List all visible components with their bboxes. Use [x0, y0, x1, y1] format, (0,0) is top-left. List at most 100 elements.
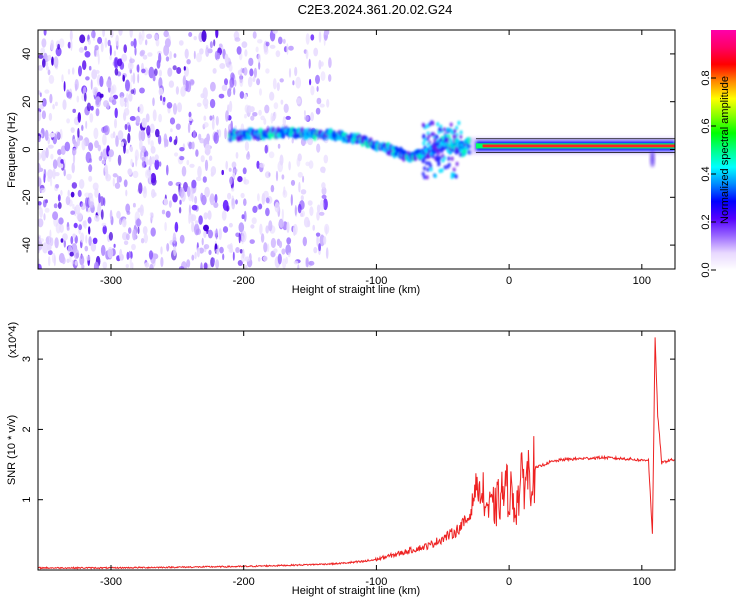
spectrogram-blob	[76, 212, 83, 221]
spectrogram-blob	[112, 177, 115, 187]
spectrogram-blob	[38, 111, 42, 122]
spectrogram-blob	[126, 251, 130, 260]
spectrogram-blob	[255, 46, 259, 53]
spectrogram-blob	[261, 193, 266, 205]
spectrogram-blob	[321, 182, 326, 190]
spectrogram-blob	[114, 68, 119, 76]
spectrogram-blob	[232, 251, 235, 261]
spectrogram-blob	[239, 73, 243, 84]
spectrogram-blob	[247, 76, 253, 88]
spectrogram-blob	[163, 30, 169, 38]
spectrogram-blob	[229, 100, 233, 113]
spectrogram-blob	[38, 177, 42, 187]
spectrogram-blob	[42, 199, 47, 208]
ridge-blob	[422, 141, 426, 146]
spectrogram-blob	[244, 113, 247, 119]
spectrogram-blob	[302, 175, 305, 183]
spectrogram-blob	[60, 145, 66, 155]
spectrogram-blob	[149, 123, 155, 134]
spectrogram-blob	[125, 92, 129, 104]
spectrogram-blob	[138, 31, 142, 40]
spectrogram-blob	[117, 58, 123, 67]
spectrogram-blob	[248, 57, 254, 67]
spectrogram-blob	[263, 242, 268, 253]
spectrogram-blob	[189, 163, 195, 168]
spectrogram-blob	[325, 247, 329, 259]
spectrogram-blob	[138, 182, 143, 194]
ridge-blob	[459, 152, 463, 157]
spectrogram-blob	[52, 103, 55, 110]
spectrogram-blob	[94, 44, 99, 51]
spectrogram-blob	[231, 161, 237, 169]
spectrogram-blob	[50, 237, 54, 247]
spectrogram-blob	[41, 110, 47, 120]
spectrogram-blob	[167, 67, 173, 77]
spectrogram-blob	[51, 252, 56, 264]
ridge-blob	[422, 134, 426, 140]
spectrogram-blob	[286, 43, 289, 55]
spectrogram-blob	[72, 108, 76, 113]
spectrogram-blob	[228, 222, 233, 228]
spectrogram-blob	[188, 141, 193, 150]
spectrogram-blob	[222, 226, 229, 233]
spectrogram-blob	[127, 61, 134, 70]
ridge-blob	[435, 157, 439, 163]
spectrogram-blob	[72, 203, 75, 210]
spectrogram-blob	[296, 157, 301, 167]
spectrogram-blob	[164, 38, 171, 48]
spectrogram-blob	[230, 72, 235, 81]
spectrogram-blob	[280, 99, 284, 105]
spectrogram-blob	[300, 195, 304, 201]
spectrogram-blob	[57, 202, 62, 209]
spectrogram-blob	[169, 136, 173, 143]
spectrogram-blob	[305, 33, 310, 45]
spectrogram-blob	[318, 211, 325, 216]
spectrogram-blob	[307, 138, 313, 146]
spectrogram-blob	[98, 155, 103, 162]
spectrogram-blob	[78, 65, 82, 77]
snr-x-tick-label: 100	[633, 576, 651, 588]
spectrogram-blob	[282, 116, 286, 127]
colorbar-ticks: 0.0 0.2 0.4 0.6 0.8	[700, 70, 716, 278]
spectrogram-blob	[115, 34, 119, 47]
ridge-blob	[449, 138, 453, 143]
spectrogram-blob	[152, 74, 156, 82]
spectrogram-blob	[178, 266, 185, 269]
spectrogram-blob	[316, 97, 322, 105]
spectrogram-blob	[152, 253, 159, 260]
spectrogram-blob	[252, 205, 258, 213]
spectrogram-blob	[158, 161, 162, 167]
spectrogram-blob	[102, 30, 105, 37]
spectrogram-blob	[88, 236, 92, 247]
spectrogram-blob	[67, 189, 70, 198]
ridge-blob	[460, 143, 464, 148]
spectrogram-blob	[185, 80, 192, 93]
spectrogram-blob	[323, 154, 329, 164]
spectrogram-blob	[121, 53, 128, 62]
spectrogram-blob	[196, 247, 200, 258]
spectrogram-blob	[187, 122, 191, 134]
spectrogram-blob	[88, 201, 95, 209]
spectrogram-blob	[218, 228, 222, 241]
spectrogram-blob	[271, 115, 276, 122]
spectrogram-blob	[265, 197, 270, 204]
spectrogram-blob	[86, 102, 91, 112]
spectrogram-blob	[229, 176, 233, 185]
ridge-blob	[425, 175, 429, 180]
spectrogram-blob	[126, 233, 130, 241]
spectrogram-blob	[212, 257, 215, 264]
spectrogram-blob	[71, 182, 78, 189]
spectrogram-blob	[209, 115, 213, 121]
spectrogram-blob	[229, 242, 233, 253]
spectrogram-blob	[112, 173, 118, 178]
spectrogram-blob	[49, 132, 55, 138]
spectrogram-blob	[195, 149, 199, 157]
spectrogram-blob	[290, 194, 293, 206]
spectrogram-blob	[269, 91, 275, 101]
spectrogram-blob	[224, 78, 228, 86]
spectrogram-blob	[270, 184, 275, 193]
ridge-blob	[440, 146, 444, 151]
spectrogram-blob	[193, 50, 196, 60]
spectrogram-blob	[173, 245, 177, 257]
spectrogram-blob	[96, 216, 100, 222]
